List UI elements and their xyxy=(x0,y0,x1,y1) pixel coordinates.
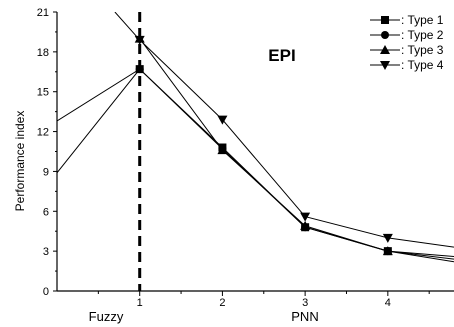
data-point xyxy=(134,35,145,45)
y-tick-label: 21 xyxy=(37,7,49,19)
x-tick-label: 1 xyxy=(137,297,143,309)
x-tick-label: 2 xyxy=(219,297,225,309)
x-tick-label: 3 xyxy=(302,297,308,309)
y-tick-label: 0 xyxy=(43,286,49,298)
legend-marker xyxy=(381,16,389,24)
data-point xyxy=(135,65,144,74)
y-tick-label: 15 xyxy=(37,87,49,99)
data-point xyxy=(382,233,393,243)
legend-marker xyxy=(381,31,389,39)
series-line xyxy=(114,12,454,248)
data-point xyxy=(217,115,228,125)
series-line xyxy=(57,68,454,263)
legend-marker xyxy=(380,45,390,54)
x-axis-label-fuzzy: Fuzzy xyxy=(89,309,124,324)
series-3 xyxy=(134,33,454,260)
legend: : Type 1: Type 2: Type 3: Type 4 xyxy=(370,13,444,72)
series-4 xyxy=(114,12,454,248)
y-tick-label: 18 xyxy=(37,47,49,59)
x-axis-label-pnn: PNN xyxy=(291,309,318,324)
legend-label: : Type 3 xyxy=(401,43,444,57)
y-tick-label: 12 xyxy=(37,127,49,139)
axes xyxy=(56,12,454,292)
x-tick-label: 4 xyxy=(385,297,391,309)
series-1 xyxy=(57,65,454,257)
data-point xyxy=(382,246,393,256)
legend-label: : Type 4 xyxy=(401,58,444,72)
y-tick-label: 6 xyxy=(43,206,49,218)
data-point xyxy=(300,212,311,222)
series-line xyxy=(57,68,454,257)
series-2 xyxy=(57,65,454,263)
y-tick-label: 3 xyxy=(43,246,49,258)
data-point xyxy=(217,145,228,155)
y-tick-label: 9 xyxy=(43,166,49,178)
legend-label: : Type 2 xyxy=(401,28,444,42)
y-axis-label: Performance index xyxy=(13,111,27,212)
data-point xyxy=(300,220,311,230)
series-layer xyxy=(57,12,454,263)
legend-label: : Type 1 xyxy=(401,13,444,27)
legend-marker xyxy=(380,61,390,70)
chart-title: EPI xyxy=(268,46,295,65)
